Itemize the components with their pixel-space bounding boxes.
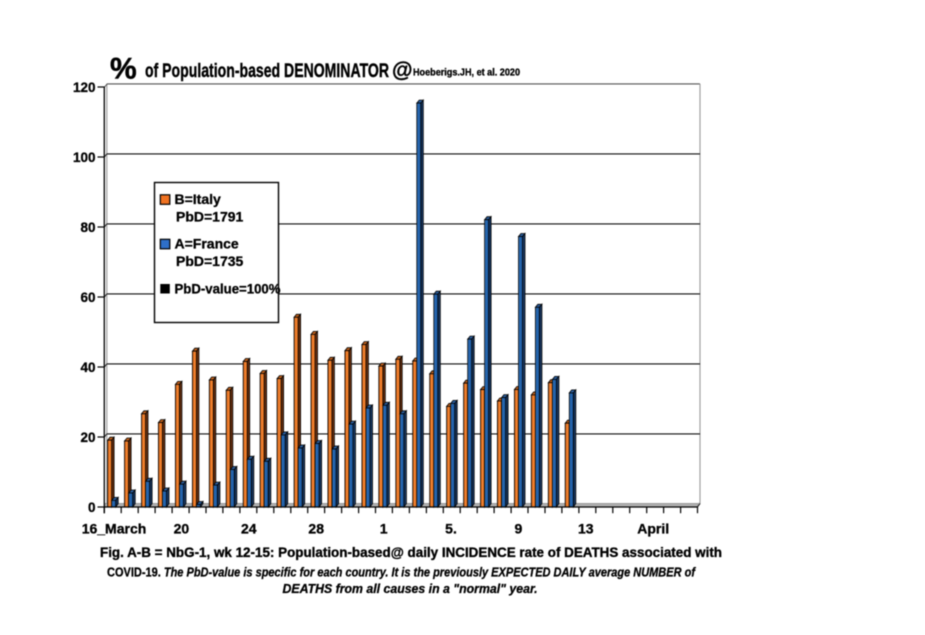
svg-text:40: 40 (80, 360, 95, 375)
svg-text:20: 20 (174, 521, 190, 537)
svg-text:80: 80 (80, 220, 95, 235)
svg-text:DEATHS from all causes in a "n: DEATHS from all causes in a "normal" yea… (283, 582, 538, 596)
svg-text:1: 1 (380, 521, 388, 537)
svg-text:A=France: A=France (175, 236, 239, 252)
svg-text:PbD-value=100%: PbD-value=100% (175, 281, 282, 297)
svg-text:13: 13 (578, 521, 594, 537)
svg-text:April: April (637, 521, 669, 537)
svg-text:Hoeberigs.JH, et al. 2020: Hoeberigs.JH, et al. 2020 (413, 68, 520, 79)
svg-text:9: 9 (515, 521, 523, 537)
svg-text:16_March: 16_March (82, 521, 147, 537)
svg-text:24: 24 (241, 521, 257, 537)
svg-text:PbD=1791: PbD=1791 (176, 209, 244, 225)
svg-text:B=Italy: B=Italy (175, 191, 222, 207)
svg-text:120: 120 (73, 80, 96, 95)
svg-text:100: 100 (73, 150, 96, 165)
svg-text:COVID-19. The PbD-value is spe: COVID-19. The PbD-value is specific for … (107, 566, 697, 580)
svg-text:of Population-based DENOMINATO: of Population-based DENOMINATOR (145, 61, 389, 82)
svg-text:PbD=1735: PbD=1735 (176, 253, 244, 269)
svg-text:5.: 5. (445, 521, 457, 537)
svg-text:%: % (110, 53, 137, 86)
svg-text:60: 60 (80, 290, 95, 305)
svg-text:0: 0 (88, 500, 96, 515)
svg-text:28: 28 (308, 521, 324, 537)
svg-text:20: 20 (80, 430, 95, 445)
svg-text:@: @ (392, 59, 412, 82)
svg-text:Fig. A-B = NbG-1, wk 12-15: Po: Fig. A-B = NbG-1, wk 12-15: Population-b… (100, 545, 722, 560)
